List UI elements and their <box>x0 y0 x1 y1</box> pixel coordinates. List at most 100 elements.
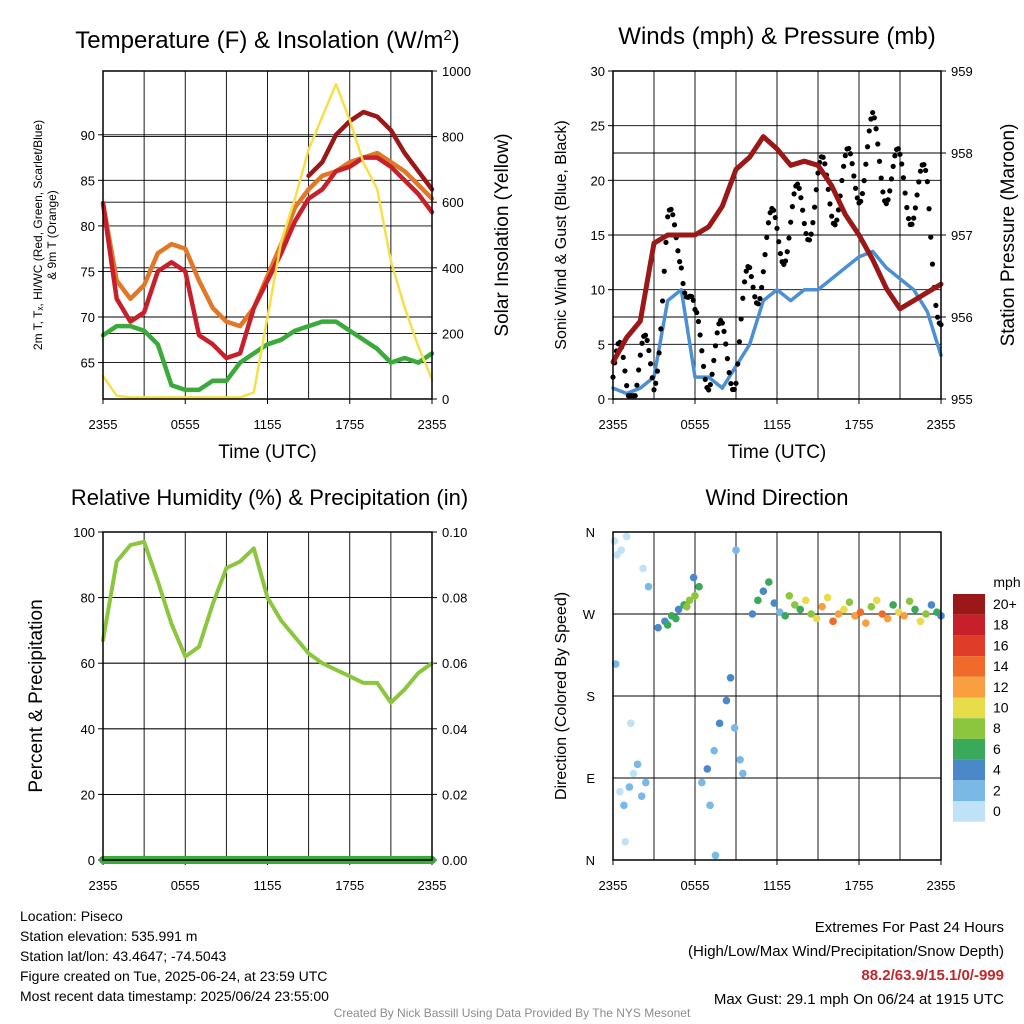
gust-point <box>827 201 833 207</box>
direction-point <box>894 608 903 616</box>
gust-point <box>665 214 671 220</box>
direction-point <box>703 765 712 773</box>
gust-point <box>800 207 806 213</box>
gust-point <box>849 161 855 167</box>
x-tick-label: 2355 <box>89 878 118 893</box>
gust-point <box>678 265 684 271</box>
gust-point <box>721 328 727 334</box>
legend-swatch <box>953 656 985 677</box>
direction-point <box>911 605 919 614</box>
gust-point <box>926 206 932 212</box>
gust-point <box>788 219 794 225</box>
gust-point <box>933 302 939 309</box>
gust-point <box>741 279 748 285</box>
gust-point <box>671 222 678 228</box>
gust-point <box>764 234 770 241</box>
gust-point <box>647 361 654 367</box>
gust-point <box>861 177 867 184</box>
y-axis-label: Percent & Precipitation <box>26 599 47 792</box>
y-tick-label: 20 <box>591 173 605 188</box>
x-tick-label: 0555 <box>681 878 710 893</box>
y-axis-label: Direction (Colored By Speed) <box>553 592 570 800</box>
direction-point <box>730 724 739 732</box>
x-tick-label: 1155 <box>763 417 791 432</box>
gust-point <box>859 190 866 197</box>
gust-point <box>765 220 772 226</box>
gust-point <box>815 170 821 176</box>
legend-swatch <box>953 614 985 636</box>
gust-point <box>776 239 782 245</box>
direction-point <box>818 602 826 611</box>
direction-point <box>698 778 706 787</box>
x-tick-label: 2355 <box>599 417 628 432</box>
gust-point <box>772 214 778 221</box>
chart-title: Relative Humidity (%) & Precipitation (i… <box>71 485 468 510</box>
y-right-axis-label: Solar Insolation (Yellow) <box>492 133 513 336</box>
direction-point <box>922 610 930 618</box>
y-tick-label: 85 <box>81 173 95 188</box>
direction-point <box>867 602 876 611</box>
gust-point <box>712 343 719 349</box>
gust-point <box>854 195 860 201</box>
gust-point <box>770 207 777 213</box>
gust-point <box>911 215 917 221</box>
direction-point <box>633 760 642 769</box>
direction-point <box>916 617 925 626</box>
x-tick-label: 1755 <box>845 417 874 432</box>
gust-point <box>707 382 713 388</box>
gust-point <box>782 258 789 264</box>
gust-point <box>885 197 891 203</box>
direction-point <box>790 601 799 609</box>
gust-point <box>813 187 819 193</box>
gust-point <box>639 340 645 346</box>
gust-point <box>801 220 807 227</box>
x-tick-label: 2355 <box>418 878 447 893</box>
gust-point <box>822 161 828 167</box>
direction-point <box>754 596 762 605</box>
legend-swatch <box>953 718 985 739</box>
gust-point <box>723 341 729 347</box>
gust-point <box>852 185 859 191</box>
extremes-title: Extremes For Past 24 Hours <box>814 919 1004 936</box>
gust-point <box>646 347 652 354</box>
gust-point <box>760 269 766 275</box>
gust-point <box>726 370 732 376</box>
direction-point <box>695 582 703 591</box>
direction-point <box>823 593 832 602</box>
direction-point <box>834 610 843 618</box>
legend-swatch <box>953 594 985 615</box>
gust-point <box>888 176 895 182</box>
gust-point <box>784 249 790 255</box>
gust-point <box>798 195 804 201</box>
direction-point <box>807 610 815 618</box>
gust-point <box>690 297 696 303</box>
legend-swatch <box>953 676 985 698</box>
gust-point <box>832 222 838 228</box>
direction-point <box>801 596 810 605</box>
gust-point <box>700 363 707 370</box>
credit-line: Created By Nick Bassill Using Data Provi… <box>333 1006 691 1020</box>
gust-point <box>900 175 907 181</box>
gust-point <box>731 386 737 393</box>
gust-point <box>916 179 922 185</box>
extremes-values: 88.2/63.9/15.1/0/-999 <box>861 967 1004 984</box>
direction-point <box>878 610 887 618</box>
gust-point <box>929 261 936 267</box>
gust-point <box>847 151 854 157</box>
direction-point <box>674 605 683 614</box>
legend-label: 2 <box>993 782 1001 798</box>
gust-point <box>917 168 924 174</box>
gust-point <box>675 248 681 254</box>
legend-label: 14 <box>993 658 1009 674</box>
y-right-tick-label: 200 <box>442 326 464 341</box>
station-location: Location: Piseco <box>20 908 123 924</box>
gust-point <box>811 204 818 210</box>
gust-point <box>654 368 661 374</box>
gust-point <box>839 177 845 184</box>
gust-point <box>794 181 801 187</box>
gust-point <box>871 115 877 121</box>
gust-point <box>697 332 703 338</box>
direction-point <box>796 605 805 614</box>
y-right-tick-label: 0.08 <box>442 591 467 606</box>
direction-point <box>610 537 619 545</box>
